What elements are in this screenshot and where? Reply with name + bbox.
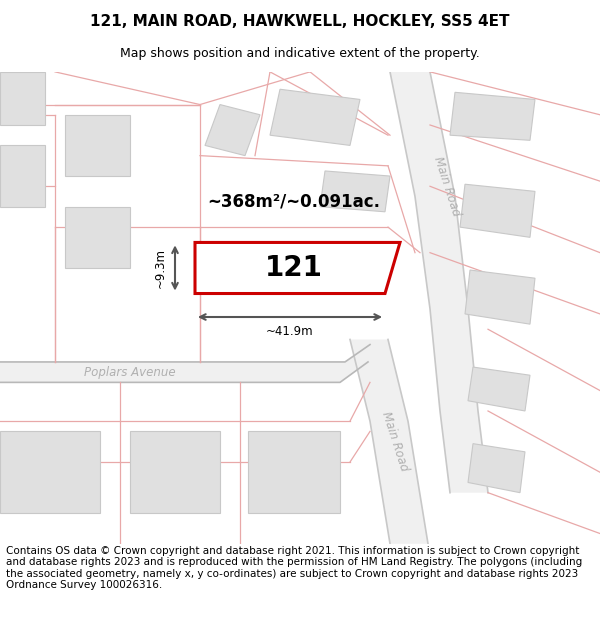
Text: Contains OS data © Crown copyright and database right 2021. This information is : Contains OS data © Crown copyright and d… xyxy=(6,546,582,591)
Polygon shape xyxy=(468,444,525,493)
Polygon shape xyxy=(248,431,340,513)
Polygon shape xyxy=(320,171,390,212)
Text: 121, MAIN ROAD, HAWKWELL, HOCKLEY, SS5 4ET: 121, MAIN ROAD, HAWKWELL, HOCKLEY, SS5 4… xyxy=(90,14,510,29)
Polygon shape xyxy=(65,207,130,268)
Polygon shape xyxy=(270,89,360,146)
Text: Main Road: Main Road xyxy=(431,155,463,218)
Text: ~368m²/~0.091ac.: ~368m²/~0.091ac. xyxy=(207,192,380,211)
Text: Main Road: Main Road xyxy=(379,410,411,473)
Text: ~41.9m: ~41.9m xyxy=(266,325,314,338)
Polygon shape xyxy=(205,104,260,156)
Polygon shape xyxy=(0,146,45,207)
Polygon shape xyxy=(468,367,530,411)
Polygon shape xyxy=(450,92,535,140)
Polygon shape xyxy=(0,344,370,382)
Text: ~9.3m: ~9.3m xyxy=(154,248,167,288)
Polygon shape xyxy=(390,72,488,492)
Polygon shape xyxy=(460,184,535,238)
Polygon shape xyxy=(130,431,220,513)
Polygon shape xyxy=(65,115,130,176)
Polygon shape xyxy=(0,72,45,125)
Text: 121: 121 xyxy=(265,254,323,282)
Polygon shape xyxy=(195,242,400,294)
Polygon shape xyxy=(0,431,100,513)
Polygon shape xyxy=(350,339,428,544)
Polygon shape xyxy=(465,270,535,324)
Text: Poplars Avenue: Poplars Avenue xyxy=(84,366,176,379)
Text: Map shows position and indicative extent of the property.: Map shows position and indicative extent… xyxy=(120,47,480,60)
